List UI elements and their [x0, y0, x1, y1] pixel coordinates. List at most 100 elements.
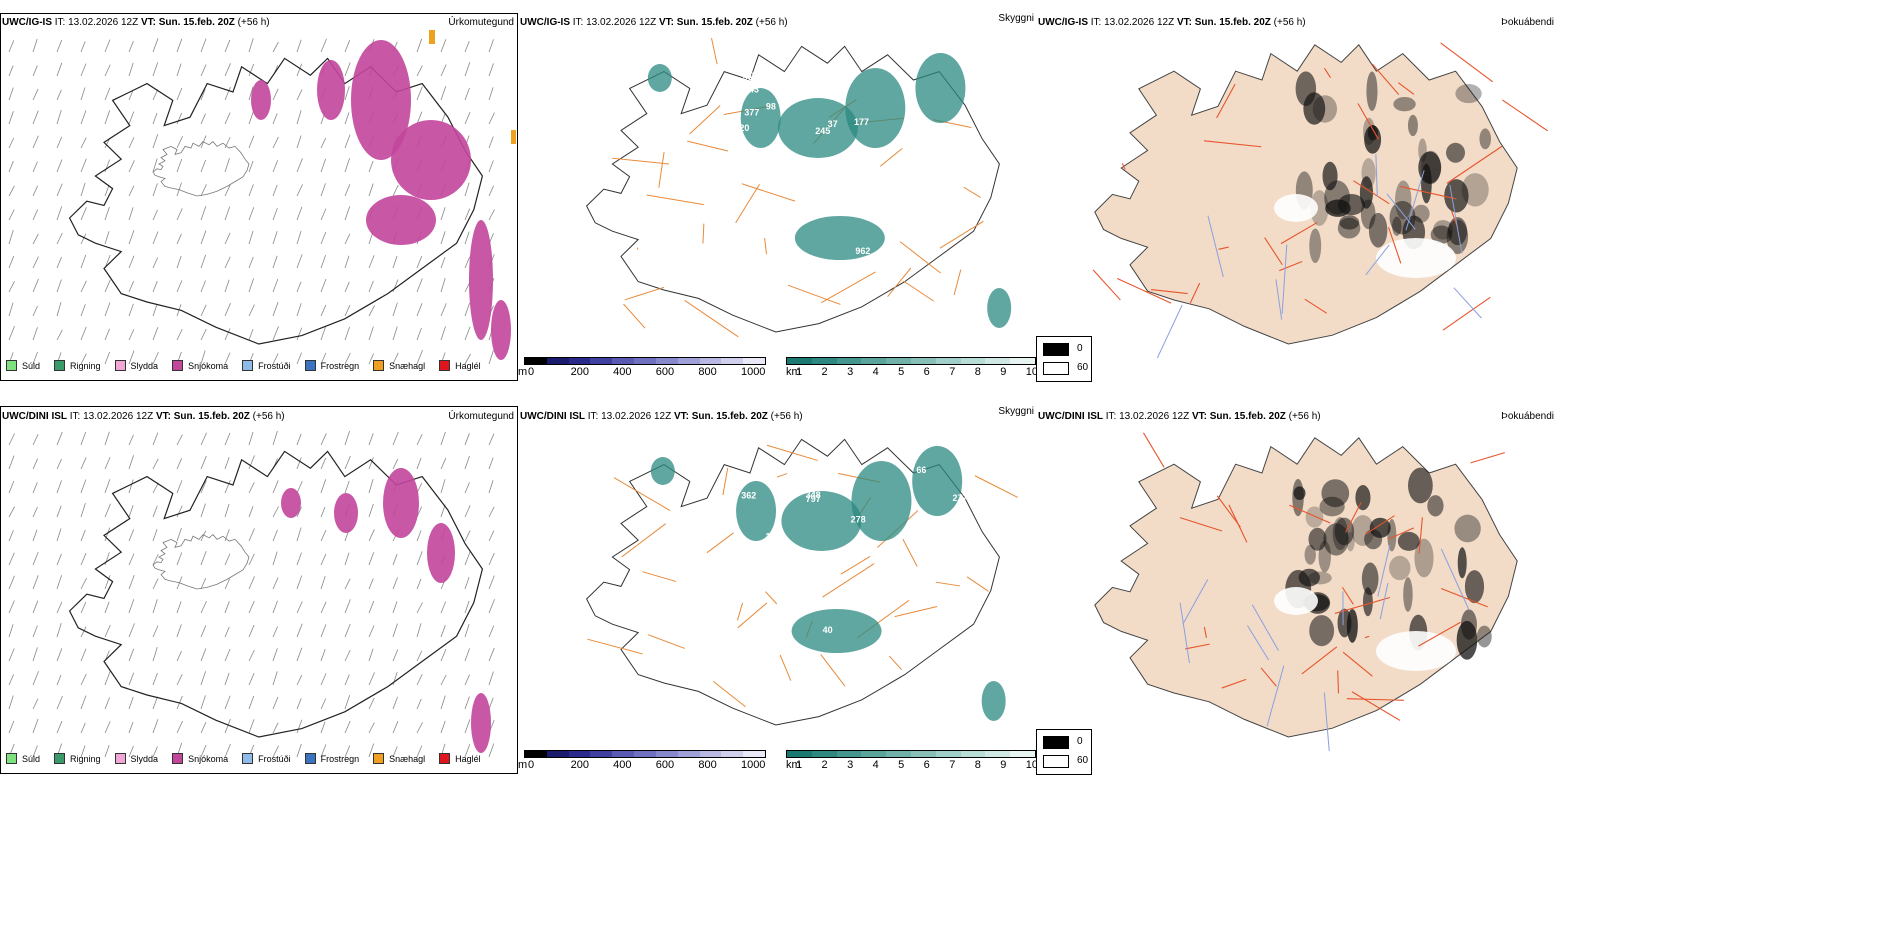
- wind-barb: [200, 254, 207, 269]
- legend-swatch: [304, 360, 316, 371]
- wind-barb: [32, 278, 39, 293]
- wind-barb: [128, 350, 135, 365]
- wind-barb: [56, 553, 62, 566]
- wind-barb: [56, 575, 62, 590]
- legend-item: Snjókoma: [172, 753, 228, 764]
- hail-area: [511, 130, 516, 144]
- river: [1440, 548, 1470, 611]
- wind-barb: [344, 745, 351, 758]
- legend-swatch: [373, 753, 385, 764]
- legend-swatch: [54, 360, 66, 371]
- river: [1405, 170, 1425, 231]
- wind-barb: [368, 353, 375, 365]
- road-segment: [1440, 42, 1494, 83]
- road-segment: [1334, 596, 1391, 614]
- panel-title: Úrkomutegund: [448, 411, 514, 422]
- fog-cell: [1361, 562, 1379, 596]
- elevation-label: 277: [953, 493, 968, 503]
- fog-cell: [1304, 544, 1316, 565]
- road-segment: [1228, 504, 1248, 543]
- wind-barb: [416, 278, 423, 293]
- wind-barb: [128, 329, 135, 341]
- wind-barb: [344, 430, 350, 446]
- wind-barb: [224, 39, 231, 53]
- wind-barb: [488, 209, 495, 221]
- wind-barb: [80, 479, 87, 494]
- wind-barb: [32, 327, 38, 341]
- road-segment: [706, 532, 734, 554]
- wind-barb: [128, 89, 134, 101]
- wind-barb: [32, 625, 38, 638]
- wind-barb: [152, 672, 158, 686]
- legend-item: Rigning: [54, 360, 101, 371]
- wind-barb: [464, 455, 470, 470]
- visibility-area: [845, 68, 906, 148]
- wind-barb: [296, 89, 303, 101]
- scale-unit: km: [786, 759, 801, 771]
- road-segment: [1365, 515, 1395, 535]
- wind-barb: [224, 456, 230, 470]
- visibility-area: [736, 481, 777, 541]
- wind-barb: [272, 207, 278, 221]
- road-segment: [779, 654, 792, 681]
- colorbar-step: [886, 751, 911, 757]
- wind-barb: [8, 111, 14, 125]
- wind-barb: [272, 600, 278, 614]
- river: [1386, 193, 1416, 230]
- wind-barb: [416, 674, 423, 686]
- wind-barb: [296, 352, 302, 365]
- fog-cell: [1421, 150, 1441, 185]
- wind-barb: [464, 696, 470, 710]
- wind-barb: [32, 575, 39, 590]
- wind-barb: [320, 698, 327, 710]
- road-segment: [821, 271, 876, 304]
- colorbar-step: [886, 358, 911, 364]
- legend-swatch: [6, 360, 17, 371]
- wind-barb: [176, 650, 182, 662]
- fog-legend-swatch-60: [1043, 362, 1069, 375]
- road-segment: [1446, 145, 1503, 184]
- legend-swatch: [439, 360, 451, 371]
- visibility-area: [777, 98, 858, 158]
- legend-label: Slydda: [130, 753, 159, 764]
- wind-barb: [80, 41, 86, 53]
- wind-barb: [248, 673, 255, 686]
- wind-barb: [296, 674, 303, 686]
- wind-barb: [224, 529, 230, 542]
- scale-tick: 800: [698, 366, 717, 378]
- colorbar-step: [590, 751, 613, 757]
- road-segment: [879, 147, 903, 167]
- colorbar-step: [546, 751, 569, 757]
- wind-barb: [296, 457, 302, 470]
- wind-barb: [8, 281, 15, 293]
- wind-barb: [200, 722, 207, 734]
- wind-barb: [464, 600, 470, 614]
- road-segment: [722, 468, 729, 496]
- scale-tick: 4: [872, 759, 879, 771]
- wind-barb: [152, 432, 159, 446]
- colorbar-step: [811, 751, 837, 757]
- fog-cell: [1446, 142, 1466, 163]
- road-segment: [1418, 621, 1461, 647]
- wind-barb: [56, 648, 63, 662]
- wind-barb: [248, 304, 255, 317]
- wind-barb: [56, 136, 63, 149]
- panel-header: UWC/IG-IS IT: 13.02.2026 12Z VT: Sun. 15…: [520, 17, 788, 28]
- wind-barb: [464, 576, 470, 590]
- wind-barb: [272, 160, 279, 173]
- wind-barb: [224, 279, 230, 293]
- wind-barb: [440, 601, 447, 614]
- fog-cell: [1337, 217, 1361, 239]
- wind-barb: [296, 552, 302, 566]
- wind-barb: [56, 431, 63, 446]
- wind-barb: [272, 326, 279, 341]
- legend-swatch: [304, 753, 316, 764]
- wind-barb: [176, 624, 182, 638]
- fog-cell: [1368, 212, 1388, 248]
- legend-swatch: [114, 360, 126, 371]
- legend-swatch: [439, 753, 451, 764]
- elevation-label: 36: [818, 580, 828, 590]
- wind-barb: [200, 671, 206, 686]
- wind-barb: [296, 719, 303, 734]
- wind-barb: [104, 39, 111, 53]
